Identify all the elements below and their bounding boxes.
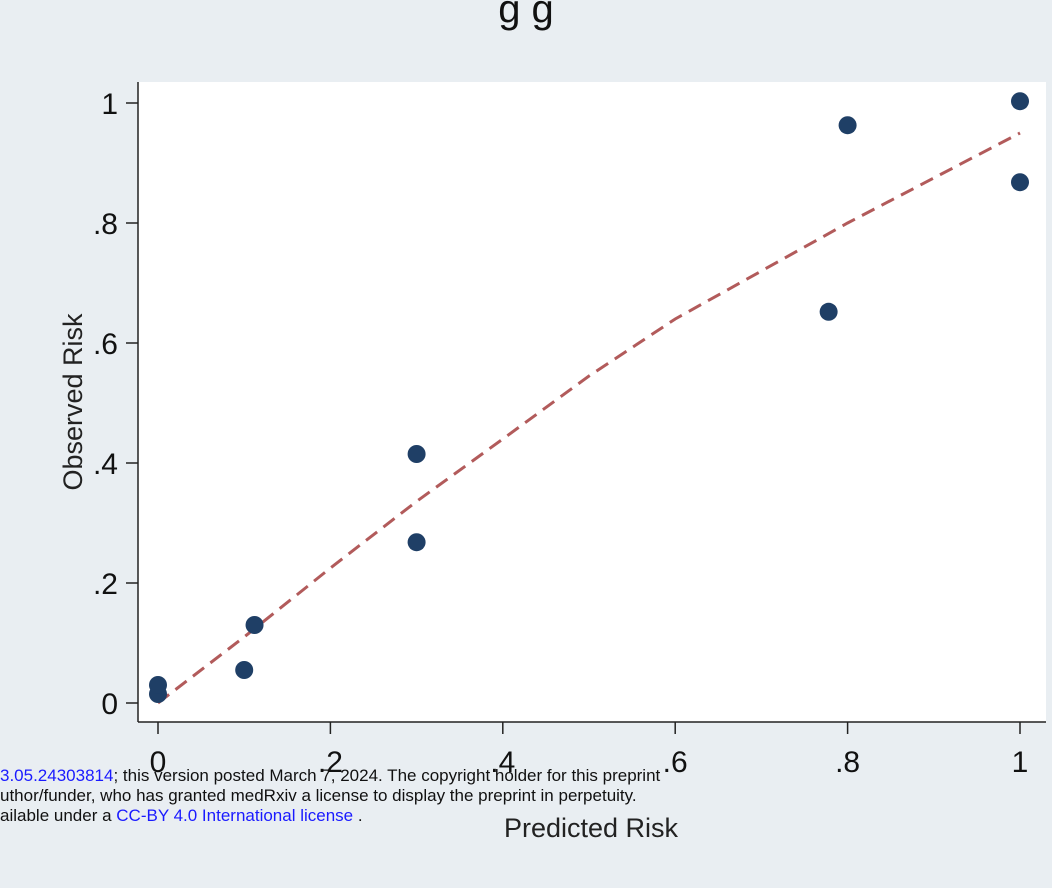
scatter-point (819, 302, 838, 321)
y-tick-label: .2 (93, 568, 118, 601)
x-axis-title: Predicted Risk (504, 813, 679, 843)
watermark-line-1-text: ; this version posted March 7, 2024. The… (113, 766, 661, 785)
y-tick-label: 1 (101, 88, 118, 121)
y-tick-label: .8 (93, 208, 118, 241)
y-axis-title: Observed Risk (58, 313, 88, 491)
x-tick-label: .2 (318, 746, 343, 779)
watermark-line-3-text: ailable under a (0, 806, 117, 825)
y-tick-label: .4 (93, 448, 118, 481)
data-points (149, 92, 1029, 703)
watermark-line-1: 3.05.24303814; this version posted March… (0, 766, 900, 786)
scatter-point (245, 616, 264, 634)
x-tick-label: 0 (150, 746, 167, 779)
watermark-line-3-tail: . (353, 806, 363, 825)
preprint-watermark: 3.05.24303814; this version posted March… (0, 766, 900, 826)
y-axis-ticks: 0 .2 .4 .6 .8 1 (93, 88, 138, 721)
scatter-point (407, 445, 426, 463)
x-tick-label: 1 (1012, 746, 1029, 779)
scatter-point (1011, 173, 1029, 192)
chart-title-fragment: g g (498, 0, 554, 31)
x-tick-label: .8 (835, 746, 860, 779)
x-axis-ticks: 0 .2 .4 .6 .8 1 (150, 722, 1029, 779)
watermark-line-2: uthor/funder, who has granted medRxiv a … (0, 786, 637, 805)
fit-line (157, 131, 1021, 705)
y-tick-label: 0 (101, 688, 118, 721)
y-tick-label: .6 (93, 328, 118, 361)
scatter-point (1011, 92, 1029, 111)
scatter-point (235, 661, 254, 679)
doi-link[interactable]: 3.05.24303814 (0, 766, 114, 785)
watermark-line-3: ailable under a CC-BY 4.0 International … (0, 806, 900, 826)
scatter-point (149, 676, 167, 694)
scatter-point (407, 533, 426, 552)
license-link[interactable]: CC-BY 4.0 International license (116, 806, 354, 825)
x-tick-label: .6 (663, 746, 688, 779)
plot-area (138, 82, 1046, 722)
x-tick-label: .4 (490, 746, 515, 779)
scatter-point (838, 116, 857, 135)
